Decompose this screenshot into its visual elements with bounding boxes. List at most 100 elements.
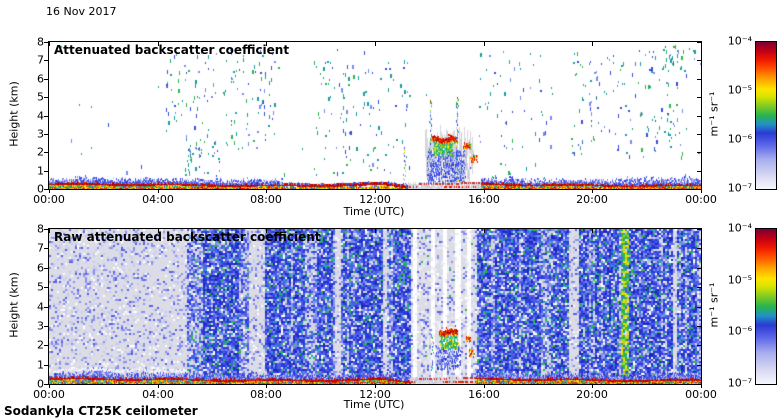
y-axis-tick [697, 248, 701, 249]
figure-footer-instrument: Sodankyla CT25K ceilometer [4, 404, 198, 418]
colorbar-tick-label: 10⁻⁵ [727, 273, 752, 287]
y-axis-tick [697, 326, 701, 327]
y-axis-tick [697, 307, 701, 308]
y-tick-label: 7 [37, 53, 44, 67]
y-axis-tick [697, 365, 701, 366]
colorbar-tick-label: 10⁻⁴ [727, 34, 752, 48]
x-axis-tick [266, 189, 267, 193]
x-axis-tick [49, 42, 50, 46]
y-axis-tick [44, 384, 48, 385]
y-tick-label: 6 [37, 261, 44, 275]
colorbar-bottom [755, 228, 777, 385]
x-axis-tick [484, 384, 485, 388]
x-axis-tick [375, 42, 376, 46]
x-axis-tick [266, 42, 267, 46]
y-axis-tick [44, 134, 48, 135]
y-axis-tick [44, 268, 48, 269]
y-axis-tick [44, 189, 48, 190]
x-axis-tick [701, 42, 702, 46]
plot-raw-backscatter: Raw attenuated backscatter coefficient 0… [33, 223, 717, 402]
y-axis-tick [697, 60, 701, 61]
y-tick-label: 0 [37, 182, 44, 196]
y-axis-tick [44, 171, 48, 172]
y-axis-tick [697, 42, 701, 43]
x-axis-tick [701, 189, 702, 193]
colorbar-tick-label: 10⁻⁷ [727, 181, 752, 195]
y-axis-tick [697, 134, 701, 135]
x-axis-tick [701, 229, 702, 233]
colorbar-tick-label: 10⁻⁴ [727, 221, 752, 235]
heatmap-canvas-attenuated [49, 42, 701, 189]
y-axis-tick [44, 365, 48, 366]
plot-title-raw: Raw attenuated backscatter coefficient [54, 230, 321, 244]
y-axis-tick [44, 229, 48, 230]
x-axis-tick [592, 384, 593, 388]
y-tick-label: 1 [37, 164, 44, 178]
x-tick-label: 08:00 [250, 193, 282, 206]
y-axis-tick [697, 97, 701, 98]
y-tick-label: 7 [37, 241, 44, 255]
y-tick-label: 5 [37, 90, 44, 104]
y-axis-tick [44, 345, 48, 346]
y-axis-tick [697, 171, 701, 172]
heatmap-canvas-raw [49, 229, 701, 384]
y-tick-label: 8 [37, 35, 44, 49]
x-tick-label: 20:00 [576, 193, 608, 206]
plot-title-attenuated: Attenuated backscatter coefficient [54, 43, 290, 57]
y-axis-tick [44, 97, 48, 98]
y-axis-tick [44, 307, 48, 308]
x-tick-label: 00:00 [685, 388, 717, 401]
x-tick-label: 00:00 [33, 193, 65, 206]
date-label: 16 Nov 2017 [46, 5, 117, 18]
colorbar-unit-top: m⁻¹ sr⁻¹ [707, 91, 721, 137]
x-tick-label: 12:00 [359, 193, 391, 206]
x-tick-label: 16:00 [468, 388, 500, 401]
x-axis-tick [49, 384, 50, 388]
x-axis-label-top: Time (UTC) [343, 205, 405, 218]
y-axis-tick [697, 384, 701, 385]
y-axis-label-bottom: Height (km) [7, 272, 21, 338]
x-axis-tick [266, 229, 267, 233]
plot-attenuated-backscatter: Attenuated backscatter coefficient 00:00… [33, 36, 717, 207]
y-tick-label: 2 [37, 145, 44, 159]
x-axis-tick [592, 189, 593, 193]
x-axis-tick [375, 384, 376, 388]
x-axis-tick [49, 189, 50, 193]
x-axis-tick [266, 384, 267, 388]
y-axis-tick [697, 268, 701, 269]
y-tick-label: 1 [37, 358, 44, 372]
x-axis-tick [49, 229, 50, 233]
y-axis-tick [697, 345, 701, 346]
y-axis-tick [44, 326, 48, 327]
y-axis-tick [697, 116, 701, 117]
x-axis-tick [484, 189, 485, 193]
y-tick-label: 2 [37, 338, 44, 352]
x-tick-label: 00:00 [685, 193, 717, 206]
y-tick-label: 0 [37, 377, 44, 391]
x-tick-label: 16:00 [468, 193, 500, 206]
y-axis-label-top: Height (km) [7, 81, 21, 147]
colorbar-tick-label: 10⁻⁵ [727, 83, 752, 97]
y-tick-label: 8 [37, 222, 44, 236]
y-axis-tick [44, 116, 48, 117]
x-tick-label: 12:00 [359, 388, 391, 401]
colorbar-top [755, 41, 777, 190]
x-tick-label: 08:00 [250, 388, 282, 401]
y-axis-tick [44, 42, 48, 43]
x-axis-tick [592, 229, 593, 233]
y-tick-label: 3 [37, 319, 44, 333]
colorbar-tick-label: 10⁻⁶ [727, 132, 752, 146]
y-axis-tick [697, 189, 701, 190]
y-tick-label: 4 [37, 109, 44, 123]
y-axis-tick [44, 248, 48, 249]
y-axis-tick [44, 287, 48, 288]
x-tick-label: 20:00 [576, 388, 608, 401]
x-axis-tick [592, 42, 593, 46]
x-tick-label: 00:00 [33, 388, 65, 401]
x-axis-tick [158, 189, 159, 193]
y-tick-label: 4 [37, 300, 44, 314]
x-axis-tick [701, 384, 702, 388]
colorbar-tick-label: 10⁻⁶ [727, 324, 752, 338]
colorbar-unit-bottom: m⁻¹ sr⁻¹ [707, 282, 721, 328]
